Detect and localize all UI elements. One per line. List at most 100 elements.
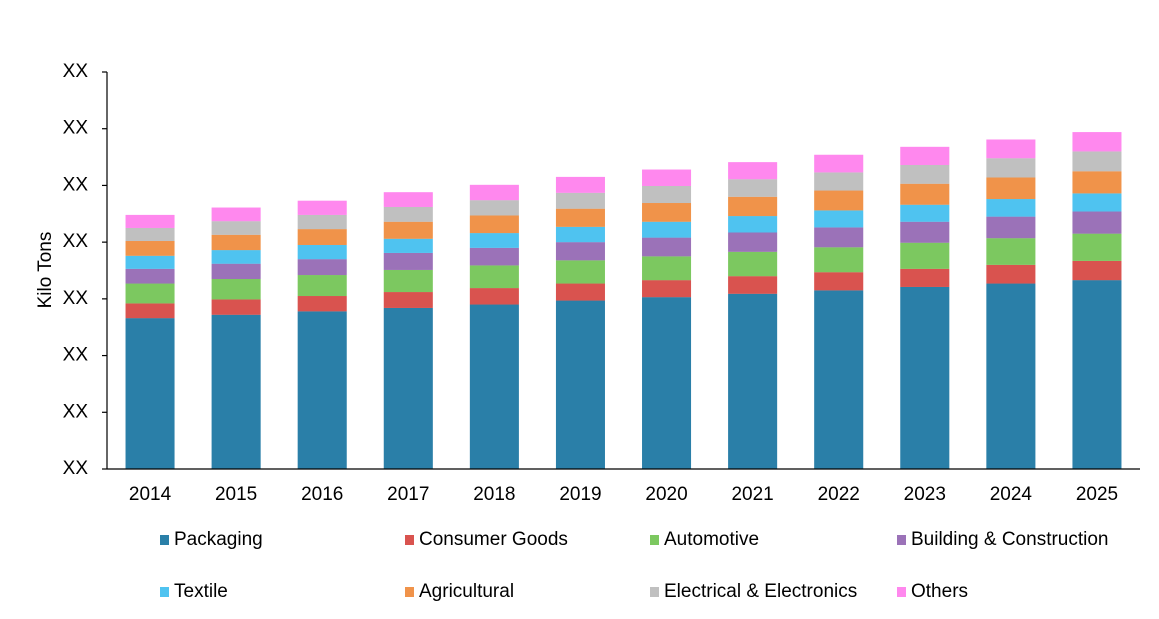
x-tick-label: 2025 [1076, 484, 1118, 505]
x-tick-label: 2023 [904, 484, 946, 505]
bar-shade [814, 172, 864, 191]
bar-shade [469, 247, 519, 266]
bar-shade [728, 293, 778, 469]
bar-shade [814, 190, 864, 211]
y-tick-label: XX [63, 288, 89, 309]
legend-swatch [650, 535, 659, 545]
bar-shade [555, 242, 605, 261]
bar-shade [900, 242, 950, 269]
legend-swatch [897, 587, 906, 597]
bar-shade [469, 184, 519, 201]
bar-shade [383, 206, 433, 222]
x-tick-label: 2018 [473, 484, 515, 505]
y-tick-label: XX [63, 61, 89, 82]
bar-shade [1072, 193, 1122, 212]
bar-shade [383, 192, 433, 207]
legend-label: Building & Construction [911, 529, 1109, 550]
legend-label: Automotive [664, 529, 759, 550]
bar-shade [125, 268, 175, 284]
bar-shade [383, 292, 433, 308]
legend-swatch [405, 535, 414, 545]
bar-shade [986, 264, 1036, 284]
x-tick-label: 2017 [387, 484, 429, 505]
bar-shade [900, 204, 950, 222]
y-tick-label: XX [63, 401, 89, 422]
bar-shade [211, 263, 261, 280]
bar-shade [469, 288, 519, 305]
y-axis-title: Kilo Tons [35, 232, 56, 309]
bar-shade [642, 185, 692, 204]
bar-shade [555, 260, 605, 284]
y-tick-label: XX [63, 118, 89, 139]
bar-shade [555, 192, 605, 209]
bar-shade [1072, 211, 1122, 234]
bar-shade [125, 227, 175, 242]
bar-shade [211, 207, 261, 222]
legend-swatch [160, 587, 169, 597]
bar-shade [814, 154, 864, 173]
bar-shade [986, 139, 1036, 159]
bar-shade [642, 256, 692, 281]
bar-shade [642, 221, 692, 238]
bar-shade [728, 251, 778, 277]
bar-shade [986, 199, 1036, 217]
bar-shade [383, 238, 433, 253]
bar-shade [642, 297, 692, 469]
bar-shade [814, 210, 864, 228]
bar-shade [297, 229, 347, 245]
x-tick-label: 2024 [990, 484, 1033, 505]
bar-shade [1072, 132, 1122, 152]
bar-shade [211, 234, 261, 251]
bar-shade [900, 146, 950, 166]
bar-shade [555, 300, 605, 469]
bar-shade [297, 214, 347, 230]
legend-label: Consumer Goods [419, 529, 568, 550]
bar-shade [211, 221, 261, 235]
bar-shade [728, 276, 778, 294]
bar-shade [814, 247, 864, 273]
bar-shade [728, 196, 778, 217]
bar-shade [986, 158, 1036, 178]
bar-shade [297, 244, 347, 260]
bar-shade [900, 165, 950, 184]
bar-shade [1072, 260, 1122, 281]
x-tick-label: 2019 [559, 484, 601, 505]
legend-swatch [650, 587, 659, 597]
bar-shade [642, 280, 692, 298]
bar-shade [900, 286, 950, 469]
bar-shade [125, 214, 175, 228]
bar-shade [211, 250, 261, 264]
bar-shade [986, 238, 1036, 265]
bar-shade [125, 241, 175, 256]
bar-shade [211, 299, 261, 315]
bar-shade [642, 169, 692, 186]
bar-shade [1072, 151, 1122, 172]
bar-shade [469, 215, 519, 234]
bar-shade [125, 255, 175, 269]
x-tick-label: 2014 [129, 484, 172, 505]
bar-shade [728, 162, 778, 180]
legend-swatch [897, 535, 906, 545]
bar-shade [555, 226, 605, 243]
y-tick-label: XX [63, 174, 89, 195]
y-tick-label: XX [63, 345, 89, 366]
bar-shade [383, 307, 433, 469]
bar-shade [986, 177, 1036, 200]
legend-label: Electrical & Electronics [664, 581, 857, 602]
x-tick-label: 2020 [645, 484, 687, 505]
bar-shade [814, 227, 864, 248]
bar-shade [125, 318, 175, 469]
bar-shade [469, 200, 519, 216]
bar-shade [555, 176, 605, 193]
bar-shade [297, 200, 347, 215]
y-tick-label: XX [63, 231, 89, 252]
bar-shade [469, 304, 519, 469]
bar-shade [1072, 233, 1122, 261]
legend-label: Packaging [174, 529, 263, 550]
bar-shade [900, 268, 950, 287]
legend-label: Agricultural [419, 581, 514, 602]
x-tick-label: 2021 [731, 484, 773, 505]
legend-swatch [405, 587, 414, 597]
bar-shade [642, 203, 692, 222]
bar-shade [900, 183, 950, 205]
